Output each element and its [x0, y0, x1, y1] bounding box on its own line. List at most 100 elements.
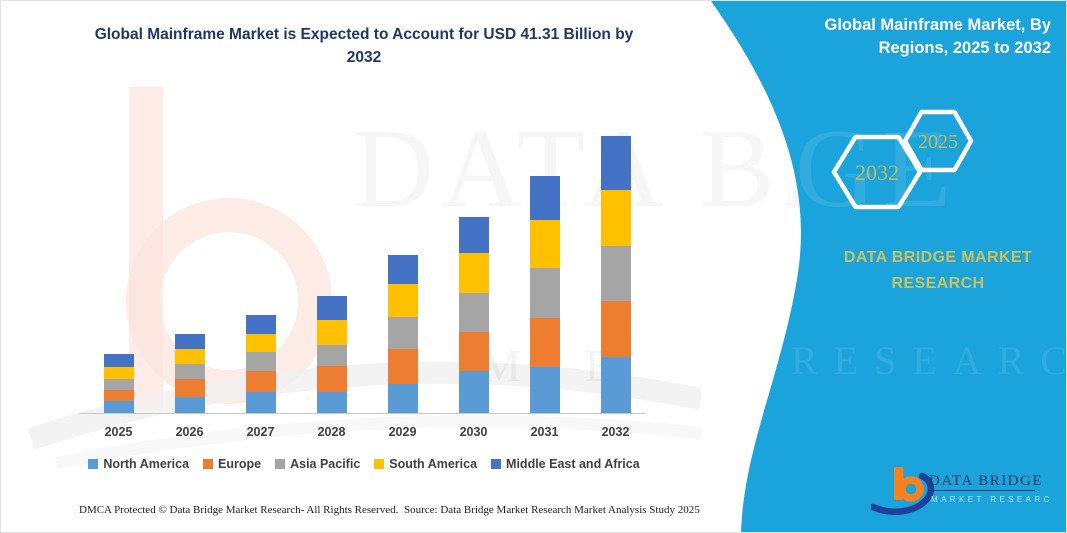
bar-segment-south-america-2032: [600, 190, 631, 247]
bar-segment-asia-pacific-2027: [245, 352, 276, 372]
side-panel: [711, 1, 1066, 532]
legend-marker-icon: [88, 459, 99, 469]
legend-item-north-america: North America: [88, 457, 189, 471]
panel-title-line1: Global Mainframe Market, By: [824, 16, 1051, 34]
bar-segment-north-america-2028: [316, 391, 347, 413]
bar-segment-europe-2027: [245, 371, 276, 393]
hexagon-2032-label: 2032: [855, 160, 899, 185]
chart-legend: North America Europe Asia Pacific South Ame…: [71, 457, 657, 471]
panel-title: Global Mainframe Market, By Regions, 202…: [751, 14, 1051, 60]
x-axis-label-2031: 2031: [530, 425, 559, 439]
page-title: Global Mainframe Market is Expected to A…: [34, 23, 694, 70]
x-axis-line: [79, 413, 646, 414]
stacked-bar-2031: [529, 176, 560, 413]
x-axis-label-2032: 2032: [601, 425, 630, 439]
legend-marker-icon: [374, 459, 385, 469]
stacked-bar-2026: [174, 334, 205, 413]
logo-swoosh-icon: [871, 472, 935, 515]
bar-segment-south-america-2029: [387, 284, 418, 318]
legend-label: Asia Pacific: [290, 457, 361, 471]
stacked-bar-2030: [458, 217, 489, 413]
bar-segment-middle-east-and-africa-2031: [529, 176, 560, 220]
source-footer-text: Source: Data Bridge Market Research Mark…: [404, 504, 700, 516]
bar-segment-middle-east-and-africa-2025: [103, 354, 134, 367]
legend-label: North America: [103, 457, 190, 471]
brand-text: DATA BRIDGE MARKET RESEARCH: [813, 245, 1063, 298]
stacked-bar-2025: [103, 354, 134, 413]
bar-segment-north-america-2030: [458, 370, 489, 413]
bar-segment-europe-2025: [103, 390, 134, 401]
legend-item-asia-pacific: Asia Pacific: [275, 457, 360, 471]
panel-title-line2: Regions, 2025 to 2032: [878, 39, 1051, 58]
watermark-swoosh2-icon: [54, 415, 701, 469]
bar-segment-south-america-2031: [529, 219, 560, 269]
bar-segment-north-america-2032: [600, 357, 631, 413]
logo-wordmark: DATA BRIDGE: [929, 473, 1043, 489]
legend-label: Europe: [218, 457, 262, 471]
stacked-bar-2028: [316, 296, 347, 413]
x-axis-label-2030: 2030: [459, 425, 488, 439]
hexagon-badges: 2032 2025: [831, 109, 974, 210]
logo-b-bowl: [898, 476, 924, 502]
bar-segment-north-america-2031: [529, 366, 560, 413]
bar-segment-middle-east-and-africa-2028: [316, 296, 347, 320]
logo-subtext: MARKET RESEARCH: [931, 495, 1051, 504]
page-title-line2: 2032: [346, 49, 382, 67]
bar-segment-asia-pacific-2025: [103, 378, 134, 391]
x-axis-labels: 2025 2026 2027 2028 2029 2030 2031 2032: [79, 425, 649, 441]
x-axis-label-2027: 2027: [246, 425, 275, 439]
bar-segment-asia-pacific-2026: [174, 364, 205, 379]
bar-segment-south-america-2027: [245, 333, 276, 353]
hexagon-2025-label: 2025: [918, 131, 958, 153]
legend-item-south-america: South America: [374, 457, 477, 471]
legend-label: Middle East and Africa: [506, 457, 640, 471]
bar-segment-middle-east-and-africa-2029: [387, 254, 418, 285]
side-panel-shape: [711, 1, 1066, 532]
hexagon-2025: [902, 109, 974, 173]
bar-segment-north-america-2029: [387, 383, 418, 413]
bar-segment-europe-2028: [316, 366, 347, 392]
legend-label: South America: [389, 457, 478, 471]
brand-text-line1: DATA BRIDGE MARKET: [843, 249, 1033, 266]
brand-text-line2: RESEARCH: [891, 275, 985, 293]
x-axis-label-2026: 2026: [175, 425, 204, 439]
watermark-text-row2: A M E: [386, 339, 639, 392]
bar-segment-asia-pacific-2031: [529, 268, 560, 318]
bar-segment-middle-east-and-africa-2026: [174, 334, 205, 350]
watermark-text-row2-panel: RESEARCH: [791, 338, 1066, 383]
bar-segment-north-america-2026: [174, 396, 205, 413]
stacked-bar-chart: [79, 131, 649, 413]
bar-segment-south-america-2025: [103, 366, 134, 379]
legend-marker-icon: [275, 459, 286, 469]
bar-segment-asia-pacific-2030: [458, 293, 489, 332]
hexagon-2032: [831, 134, 923, 210]
stacked-bar-2027: [245, 315, 276, 413]
legend-marker-icon: [203, 459, 214, 469]
bar-segment-europe-2032: [600, 301, 631, 358]
x-axis-label-2029: 2029: [388, 425, 417, 439]
bar-segment-middle-east-and-africa-2030: [458, 217, 489, 253]
bar-segment-europe-2030: [458, 331, 489, 371]
bar-segment-asia-pacific-2032: [600, 246, 631, 302]
x-axis-label-2025: 2025: [104, 425, 133, 439]
legend-item-middle-east-and-africa: Middle East and Africa: [491, 457, 640, 471]
bar-segment-south-america-2026: [174, 349, 205, 365]
x-axis-label-2028: 2028: [317, 425, 346, 439]
legend-item-europe: Europe: [203, 457, 261, 471]
data-bridge-logo: DATA BRIDGE MARKET RESEARCH: [871, 467, 1051, 515]
legend-marker-icon: [491, 459, 502, 469]
bar-segment-europe-2031: [529, 317, 560, 367]
bar-segment-asia-pacific-2028: [316, 344, 347, 366]
page-title-line1: Global Mainframe Market is Expected to A…: [94, 26, 634, 43]
bar-segment-north-america-2027: [245, 392, 276, 413]
bar-segment-south-america-2030: [458, 252, 489, 294]
bar-segment-asia-pacific-2029: [387, 317, 418, 350]
dmca-footer-text: DMCA Protected © Data Bridge Market Rese…: [79, 504, 399, 516]
stacked-bar-2029: [387, 254, 418, 413]
bar-segment-south-america-2028: [316, 319, 347, 345]
bar-segment-north-america-2025: [103, 400, 134, 413]
bar-segment-europe-2026: [174, 378, 205, 397]
bar-segment-europe-2029: [387, 349, 418, 384]
bar-segment-middle-east-and-africa-2032: [600, 136, 631, 191]
